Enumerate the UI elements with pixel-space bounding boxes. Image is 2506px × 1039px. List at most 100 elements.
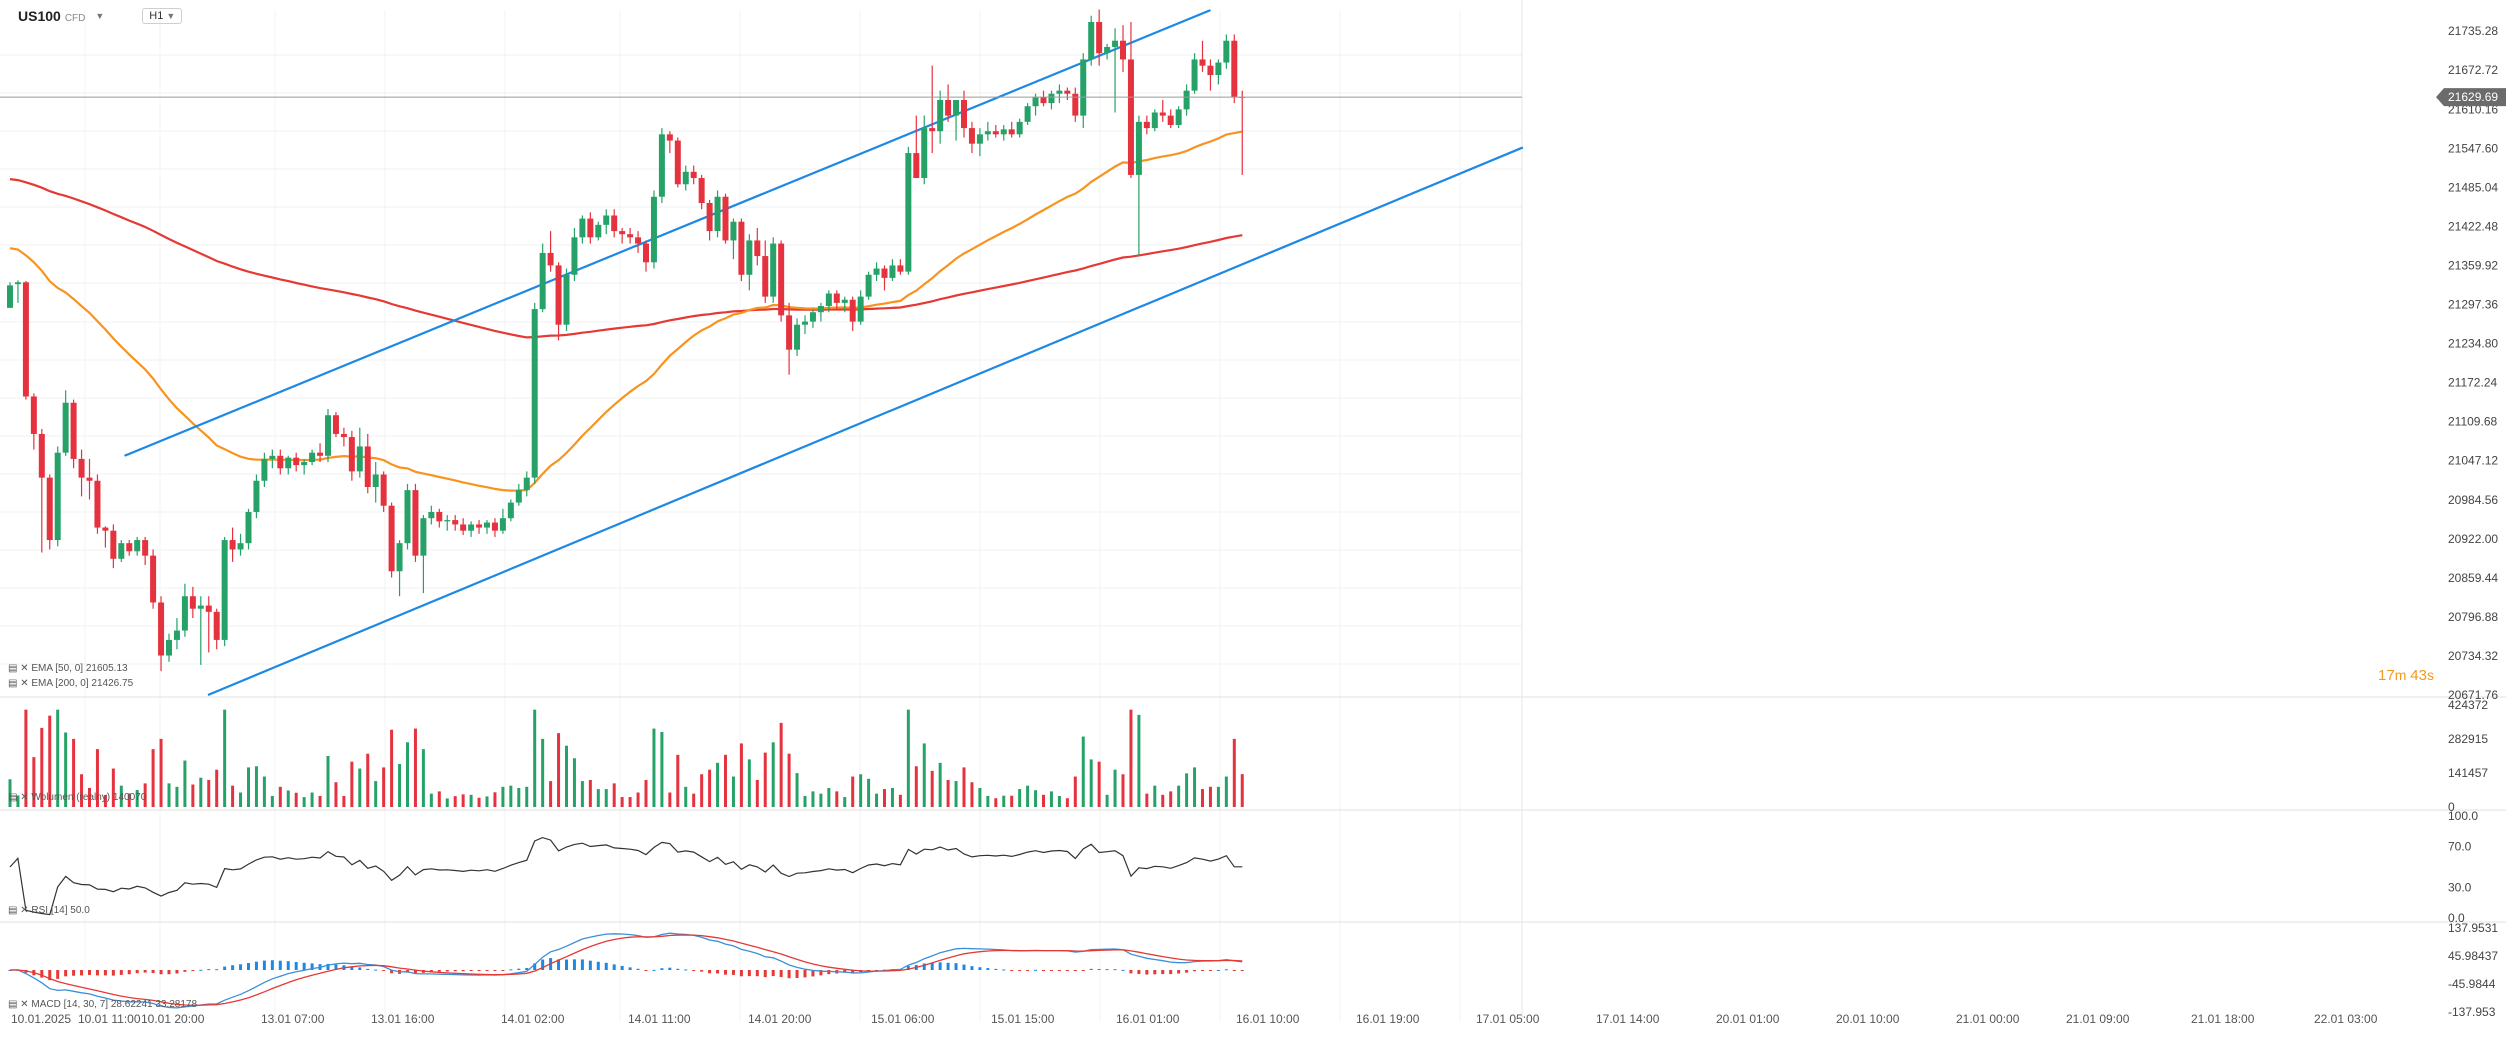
candle-body: [897, 265, 904, 272]
candle-body: [70, 402, 77, 459]
x-tick-label: 22.01 03:00: [2314, 1012, 2378, 1026]
macd-histogram-bar: [501, 970, 505, 971]
macd-histogram-bar: [1097, 968, 1101, 970]
symbol-dropdown-icon[interactable]: ▼: [95, 11, 105, 21]
macd-histogram-bar: [167, 970, 171, 975]
macd-histogram-bar: [668, 967, 672, 970]
x-tick-label: 21.01 09:00: [2066, 1012, 2130, 1026]
volume-bar: [596, 789, 600, 807]
macd-histogram-bar: [994, 968, 998, 970]
candle-body: [1175, 109, 1182, 125]
macd-histogram-bar: [445, 970, 449, 972]
volume-bar: [143, 783, 147, 807]
candle-body: [817, 305, 824, 313]
candle-body: [14, 282, 21, 285]
volume-bar: [453, 796, 457, 807]
candle-body: [253, 480, 260, 512]
volume-bar: [95, 749, 99, 807]
y-tick-label: 282915: [2448, 732, 2488, 746]
macd-histogram-bar: [1042, 970, 1045, 971]
candle-body: [1016, 121, 1023, 135]
macd-histogram-bar: [262, 960, 266, 970]
candle-body: [7, 285, 13, 308]
y-tick-label: 21422.48: [2448, 219, 2498, 233]
macd-histogram-bar: [1177, 970, 1181, 974]
y-tick-label: 0: [2448, 800, 2455, 814]
candle-body: [714, 196, 721, 232]
x-tick-label: 10.01.2025: [11, 1012, 71, 1026]
volume-bar: [1081, 736, 1085, 807]
volume-bar: [1216, 786, 1220, 807]
candle-body: [229, 540, 236, 550]
macd-histogram-bar: [1232, 970, 1236, 971]
volume-bar: [278, 786, 282, 807]
macd-histogram-bar: [946, 962, 950, 970]
macd-histogram-bar: [461, 970, 465, 972]
candle-body: [937, 100, 944, 132]
volume-bar: [851, 776, 855, 807]
macd-histogram-bar: [1145, 970, 1149, 975]
volume-bar: [517, 787, 521, 807]
macd-histogram-bar: [1224, 969, 1228, 971]
macd-histogram-bar: [652, 969, 656, 971]
axes: 21735.2821672.7221610.1621547.6021485.04…: [0, 24, 2506, 1026]
price-tag: [2436, 88, 2506, 107]
macd-histogram-bar: [580, 959, 584, 970]
candle-body: [484, 522, 490, 528]
ema-50-line: [9, 130, 1243, 492]
macd-histogram-bar: [1129, 970, 1133, 974]
macd-histogram-bar: [215, 969, 219, 971]
volume-bar: [398, 763, 402, 807]
candle-body: [945, 100, 952, 116]
macd-histogram-bar: [183, 970, 187, 972]
candle-body: [213, 611, 220, 640]
timeframe-select[interactable]: H1 ▼: [142, 8, 183, 24]
channel-trendlines[interactable]: [124, 9, 1524, 697]
volume-bar: [310, 792, 314, 807]
macd-histogram-bar: [565, 959, 568, 970]
candle-body: [30, 396, 37, 434]
volume-bar: [485, 796, 489, 807]
candle-body: [1000, 129, 1007, 135]
macd-histogram-bar: [509, 969, 513, 971]
candle-body: [110, 530, 117, 559]
candle-body: [38, 433, 45, 478]
volume-bar: [898, 794, 902, 807]
volume-bar: [167, 783, 171, 807]
macd-histogram-bar: [119, 970, 123, 975]
candle-body: [1032, 96, 1039, 107]
macd-histogram-bar: [747, 970, 751, 977]
candle-body: [118, 543, 125, 559]
macd-histogram-bar: [310, 963, 314, 970]
candle-body: [301, 462, 308, 466]
candle-body: [181, 596, 188, 631]
candle-body: [1096, 21, 1103, 54]
volume-bar: [533, 709, 537, 807]
y-tick-label: 141457: [2448, 766, 2488, 780]
macd-histogram-bar: [819, 970, 823, 976]
volume-bar: [32, 757, 36, 807]
volume-bar: [1121, 774, 1125, 807]
x-tick-label: 16.01 01:00: [1116, 1012, 1180, 1026]
x-tick-label: 13.01 07:00: [261, 1012, 325, 1026]
macd-histogram-bar: [684, 969, 688, 971]
macd-histogram-bar: [588, 960, 592, 970]
volume-bar: [270, 795, 274, 807]
volume-bar: [262, 776, 266, 807]
trendline: [124, 9, 1211, 457]
y-tick-label: 70.0: [2448, 840, 2472, 854]
macd-histogram-bar: [803, 970, 807, 978]
candle-body: [603, 215, 610, 225]
candle-body: [332, 415, 339, 434]
candle-body: [317, 452, 324, 456]
symbol-label[interactable]: US100 CFD: [18, 8, 86, 24]
candle-body: [372, 474, 379, 487]
volume-bar: [994, 798, 998, 807]
macd-histogram-bar: [1073, 970, 1077, 972]
ema-50-label: ▤ ✕ EMA [50, 0] 21605.13: [8, 663, 128, 674]
volume-bar: [159, 738, 163, 807]
volume-bar: [215, 769, 219, 807]
candle-body: [1008, 129, 1015, 135]
y-tick-label: 20859.44: [2448, 571, 2498, 585]
